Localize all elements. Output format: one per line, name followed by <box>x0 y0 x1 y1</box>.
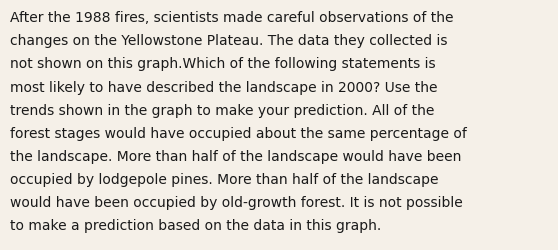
Text: forest stages would have occupied about the same percentage of: forest stages would have occupied about … <box>10 126 467 140</box>
Text: changes on the Yellowstone Plateau. The data they collected is: changes on the Yellowstone Plateau. The … <box>10 34 448 48</box>
Text: occupied by lodgepole pines. More than half of the landscape: occupied by lodgepole pines. More than h… <box>10 172 439 186</box>
Text: the landscape. More than half of the landscape would have been: the landscape. More than half of the lan… <box>10 149 461 163</box>
Text: most likely to have described the landscape in 2000? Use the: most likely to have described the landsc… <box>10 80 437 94</box>
Text: trends shown in the graph to make your prediction. All of the: trends shown in the graph to make your p… <box>10 103 435 117</box>
Text: to make a prediction based on the data in this graph.: to make a prediction based on the data i… <box>10 218 381 232</box>
Text: not shown on this graph.Which of the following statements is: not shown on this graph.Which of the fol… <box>10 57 436 71</box>
Text: would have been occupied by old-growth forest. It is not possible: would have been occupied by old-growth f… <box>10 195 463 209</box>
Text: After the 1988 fires, scientists made careful observations of the: After the 1988 fires, scientists made ca… <box>10 11 454 25</box>
